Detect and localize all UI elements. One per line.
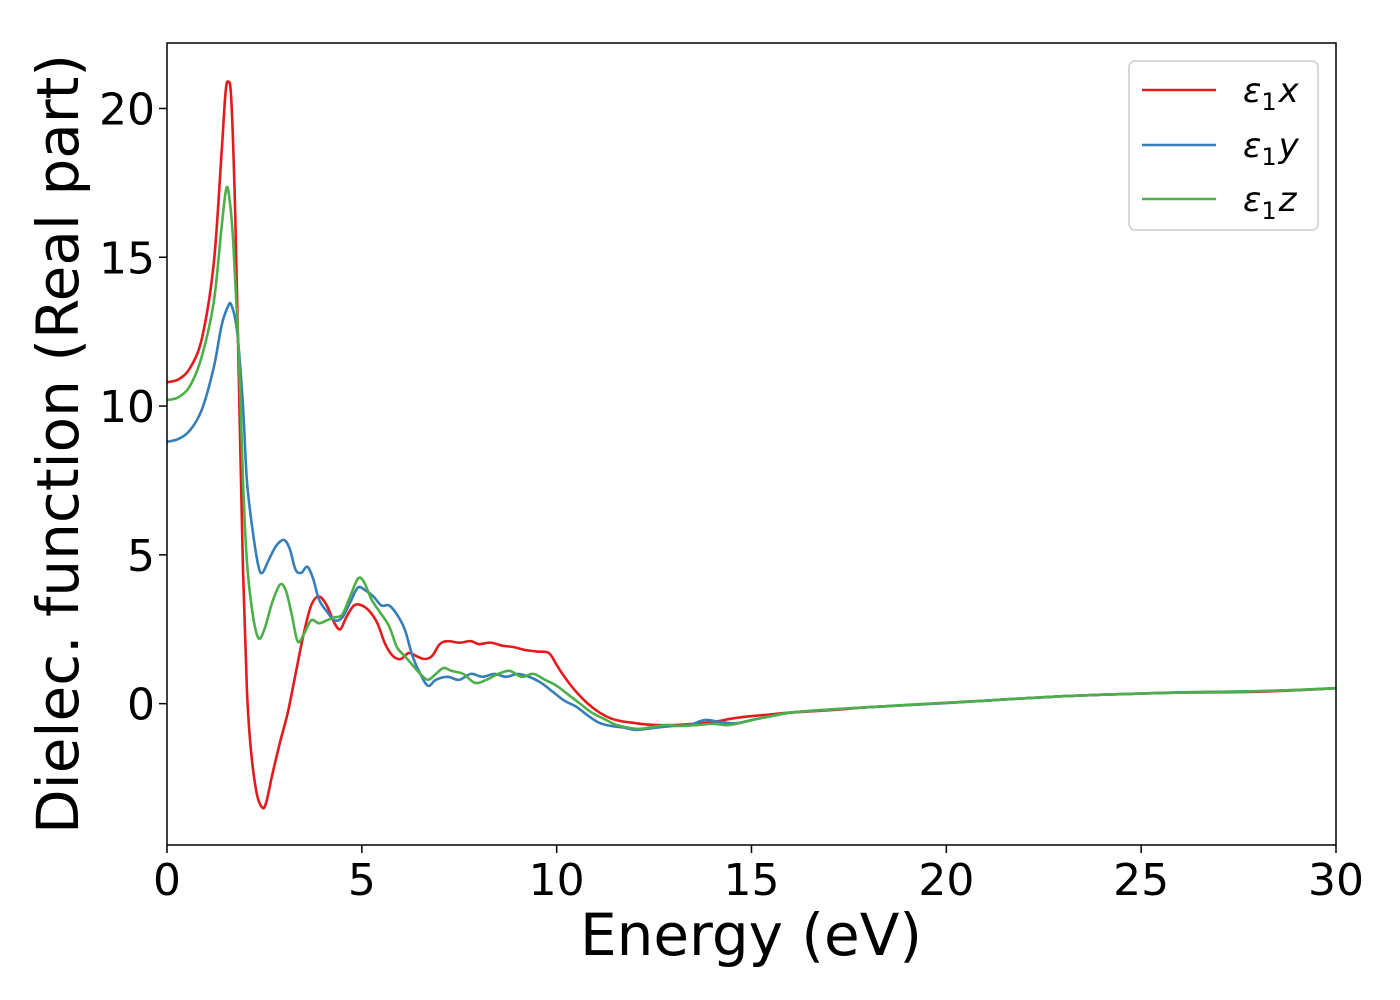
- y-tick-label: 15: [99, 233, 155, 284]
- legend-frame: [1128, 60, 1319, 231]
- x-tick-label: 30: [1308, 855, 1364, 906]
- y-axis-title: Dielec. function (Real part): [24, 54, 92, 834]
- x-tick-label: 25: [1113, 855, 1169, 906]
- x-tick-label: 15: [724, 855, 780, 906]
- y-tick-label: 0: [127, 680, 155, 731]
- legend-label-y: ε1y: [1243, 126, 1300, 171]
- ticks-layer: 0 5 10 15 20 25 30 0 5 10 15 20: [99, 84, 1364, 906]
- series-line-y: [167, 301, 1336, 732]
- y-tick-label: 10: [99, 382, 155, 433]
- y-tick-label: 5: [127, 531, 155, 582]
- x-tick-label: 20: [918, 855, 974, 906]
- series-line-z: [167, 185, 1336, 731]
- legend: ε1x ε1y ε1z: [1128, 60, 1319, 231]
- x-tick-label: 5: [348, 855, 376, 906]
- legend-label-x: ε1x: [1243, 71, 1300, 116]
- x-tick-label: 10: [529, 855, 585, 906]
- x-axis-title: Energy (eV): [580, 901, 922, 969]
- legend-label-z: ε1z: [1243, 180, 1298, 225]
- series-layer: [167, 80, 1336, 810]
- x-tick-label: 0: [153, 855, 181, 906]
- y-tick-label: 20: [99, 84, 155, 135]
